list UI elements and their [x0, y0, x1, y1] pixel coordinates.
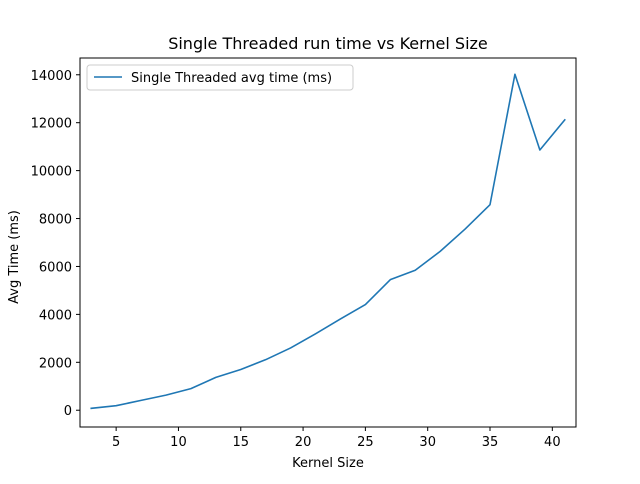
x-tick-label: 25 — [357, 435, 374, 450]
y-tick-label: 12000 — [31, 117, 72, 132]
y-tick-label: 6000 — [39, 260, 72, 275]
legend-box — [86, 64, 354, 91]
legend: Single Threaded avg time (ms) — [86, 64, 354, 91]
series-line — [90, 73, 566, 410]
x-axis-label: Kernel Size — [292, 456, 364, 471]
x-tick-label: 15 — [232, 435, 249, 450]
y-tick-label: 14000 — [31, 69, 72, 84]
y-tick-label: 0 — [64, 404, 72, 419]
ticks-layer: 5 10 15 20 25 30 35 40 0 2000 4000 6000 8000 10000 120… — [31, 69, 561, 450]
x-tick-label: 20 — [295, 435, 312, 450]
x-tick-label: 10 — [170, 435, 187, 450]
y-tick-label: 4000 — [39, 308, 72, 323]
y-tick-label: 10000 — [31, 165, 72, 180]
series-layer — [90, 73, 566, 410]
x-tick-label: 40 — [544, 435, 561, 450]
y-axis-label: Avg Time (ms) — [7, 210, 22, 304]
legend-label: Single Threaded avg time (ms) — [131, 71, 332, 86]
x-tick-label: 30 — [419, 435, 436, 450]
y-tick-label: 8000 — [39, 213, 72, 228]
plot-frame — [79, 57, 577, 428]
chart-title: Single Threaded run time vs Kernel Size — [168, 34, 488, 53]
x-tick-label: 5 — [112, 435, 120, 450]
y-tick-label: 2000 — [39, 356, 72, 371]
x-tick-label: 35 — [482, 435, 499, 450]
